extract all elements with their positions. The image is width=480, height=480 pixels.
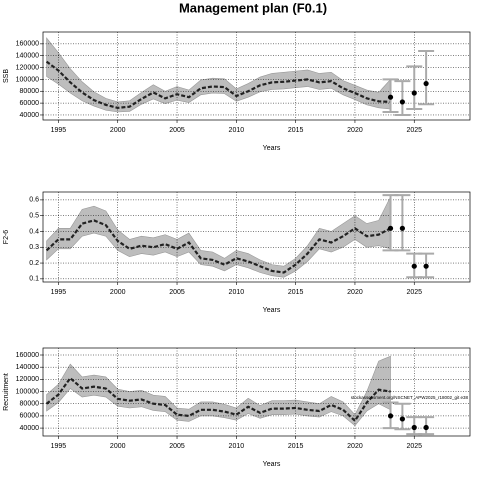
projection-point <box>387 225 394 231</box>
projection-point <box>423 424 429 431</box>
y-tick-label: 160000 <box>16 352 39 359</box>
figure-title: Management plan (F0.1) <box>179 0 327 15</box>
y-tick-label: 40000 <box>20 425 40 432</box>
y-tick-label: 0.1 <box>29 276 39 283</box>
x-tick-label: 2005 <box>169 127 185 134</box>
x-tick-label: 2000 <box>110 289 126 296</box>
y-tick-label: 0.2 <box>29 260 39 267</box>
y-axis-label: F2-6 <box>3 230 10 245</box>
x-tick-label: 2010 <box>229 443 245 450</box>
x-tick-label: 2010 <box>229 289 245 296</box>
estimate-line <box>45 219 392 274</box>
x-axis-label: Years <box>263 145 281 152</box>
y-tick-label: 0.6 <box>29 197 39 204</box>
x-tick-label: 2025 <box>406 127 422 134</box>
confidence-band <box>46 355 391 427</box>
projection-point <box>399 416 405 422</box>
y-tick-label: 100000 <box>16 388 39 395</box>
y-tick-label: 60000 <box>20 100 40 107</box>
y-tick-label: 0.5 <box>29 213 39 220</box>
x-tick-label: 2015 <box>288 289 304 296</box>
projection-point <box>411 90 417 96</box>
estimate-line <box>45 376 391 423</box>
y-tick-label: 160000 <box>16 41 39 48</box>
x-tick-label: 1995 <box>51 443 67 450</box>
x-tick-label: 2025 <box>406 289 422 296</box>
y-axis-label: SSB <box>3 69 10 83</box>
x-tick-label: 1995 <box>51 127 67 134</box>
y-tick-label: 120000 <box>16 64 39 71</box>
projection-point <box>423 80 429 87</box>
x-tick-label: 2015 <box>288 127 304 134</box>
y-tick-label: 100000 <box>16 76 39 83</box>
y-tick-label: 60000 <box>20 413 40 420</box>
x-tick-label: 2000 <box>110 443 126 450</box>
annotation: stockassessment.org/NSCNET_APW2025_r1800… <box>351 395 469 400</box>
x-tick-label: 2020 <box>347 289 363 296</box>
x-axis-label: Years <box>263 461 281 468</box>
projection-point <box>399 99 405 105</box>
y-axis-label: Recruitment <box>3 373 10 411</box>
x-axis-label: Years <box>263 307 281 314</box>
confidence-band <box>46 37 391 113</box>
x-tick-label: 2025 <box>406 443 422 450</box>
y-tick-label: 80000 <box>20 401 40 408</box>
x-tick-label: 2020 <box>347 443 363 450</box>
x-tick-label: 2010 <box>229 127 245 134</box>
projection-point <box>411 263 417 269</box>
plot-frame <box>42 31 471 121</box>
projection-point <box>423 263 429 269</box>
x-tick-label: 2020 <box>347 127 363 134</box>
y-tick-label: 140000 <box>16 364 39 371</box>
y-tick-label: 140000 <box>16 53 39 60</box>
x-tick-label: 2015 <box>288 443 304 450</box>
plot-frame <box>42 347 471 437</box>
plot-frame <box>42 191 471 283</box>
x-tick-label: 2005 <box>169 289 185 296</box>
x-tick-label: 2000 <box>110 127 126 134</box>
y-tick-label: 40000 <box>20 112 40 119</box>
x-tick-label: 2005 <box>169 443 185 450</box>
y-tick-label: 80000 <box>20 88 40 95</box>
confidence-band <box>46 196 391 278</box>
y-tick-label: 0.3 <box>29 244 39 251</box>
projection-point <box>411 424 417 431</box>
projection-point <box>387 413 394 419</box>
projection-point <box>399 225 405 231</box>
y-tick-label: 120000 <box>16 376 39 383</box>
y-tick-label: 0.4 <box>29 228 39 235</box>
x-tick-label: 1995 <box>51 289 67 296</box>
projection-point <box>387 94 394 100</box>
